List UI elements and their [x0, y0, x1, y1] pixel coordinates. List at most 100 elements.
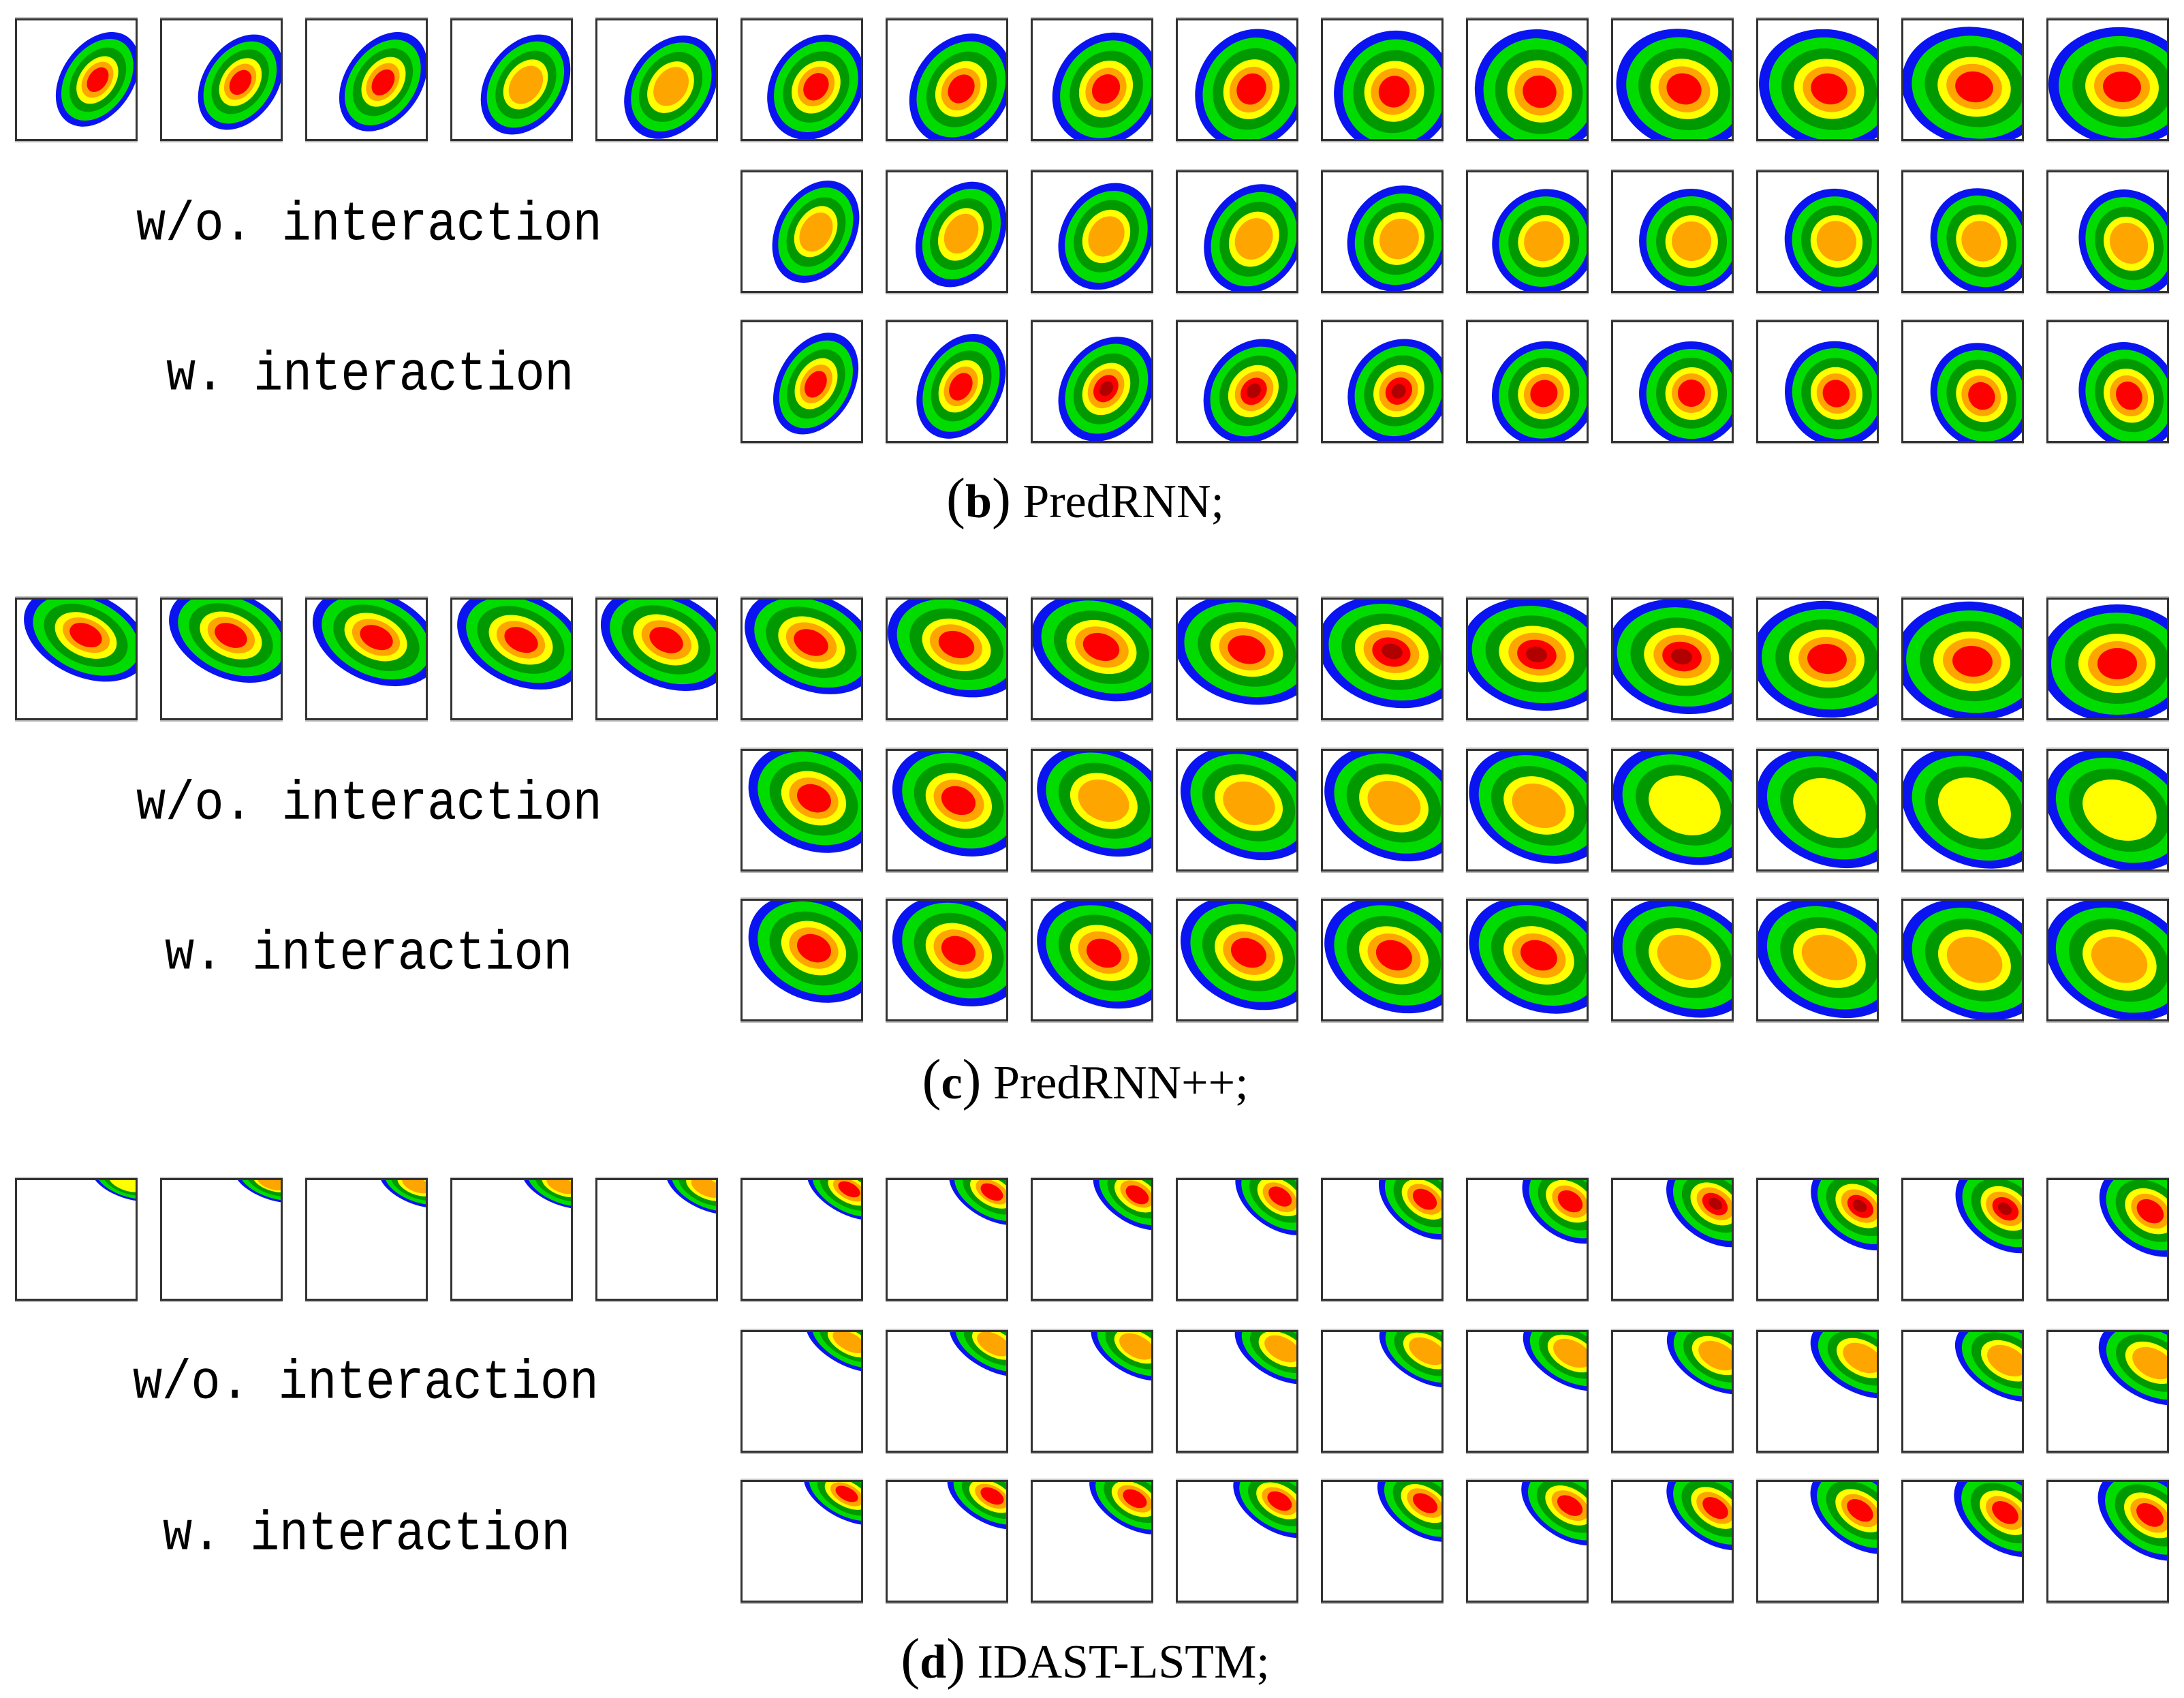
prediction-frame — [1031, 749, 1153, 871]
prediction-frame — [740, 1330, 863, 1453]
ground-truth-frame — [1611, 1178, 1734, 1301]
prediction-frame — [1756, 170, 1879, 293]
ground-truth-frame — [886, 18, 1008, 141]
prediction-frame — [1031, 170, 1153, 293]
prediction-frame — [1611, 1330, 1734, 1453]
prediction-frame — [740, 320, 863, 443]
prediction-frame — [1756, 749, 1879, 871]
caption-text: IDAST-LSTM; — [965, 1636, 1270, 1688]
ground-truth-frame — [595, 598, 718, 720]
prediction-frame — [1611, 899, 1734, 1021]
prediction-frame — [1466, 1330, 1589, 1453]
ground-truth-frame — [1031, 18, 1153, 141]
caption-b: (b) PredRNN; — [946, 470, 1224, 527]
prediction-frame — [886, 320, 1008, 443]
caption-open-paren: ( — [901, 1627, 920, 1691]
prediction-frame — [740, 749, 863, 871]
prediction-frame — [1901, 749, 2024, 871]
prediction-frame — [1321, 320, 1444, 443]
prediction-frame — [1466, 320, 1589, 443]
prediction-frame — [1031, 320, 1153, 443]
prediction-frame — [1466, 1480, 1589, 1603]
prediction-frame — [1176, 1480, 1298, 1603]
caption-letter: d — [920, 1636, 947, 1688]
caption-close-paren: ) — [962, 1048, 982, 1111]
row-label-with-interaction: w. interaction — [166, 343, 574, 407]
ground-truth-frame — [1901, 1178, 2024, 1301]
caption-c: (c) PredRNN++; — [922, 1051, 1248, 1109]
prediction-frame — [1756, 320, 1879, 443]
caption-open-paren: ( — [922, 1048, 941, 1111]
prediction-frame — [2046, 899, 2169, 1021]
ground-truth-frame — [886, 598, 1008, 720]
ground-truth-frame — [305, 1178, 428, 1301]
prediction-frame — [1611, 749, 1734, 871]
prediction-frame — [740, 170, 863, 293]
prediction-frame — [1321, 749, 1444, 871]
prediction-frame — [1321, 1480, 1444, 1603]
prediction-frame — [1901, 1480, 2024, 1603]
ground-truth-frame — [160, 598, 283, 720]
row-label-without-interaction: w/o. interaction — [136, 194, 602, 257]
ground-truth-frame — [450, 1178, 573, 1301]
ground-truth-frame — [1176, 598, 1298, 720]
prediction-frame — [1321, 170, 1444, 293]
ground-truth-frame — [1321, 18, 1444, 141]
prediction-frame — [1321, 1330, 1444, 1453]
ground-truth-frame — [2046, 18, 2169, 141]
ground-truth-frame — [1756, 598, 1879, 720]
prediction-frame — [1466, 899, 1589, 1021]
ground-truth-frame — [1176, 1178, 1298, 1301]
ground-truth-frame — [1756, 1178, 1879, 1301]
ground-truth-frame — [740, 598, 863, 720]
prediction-frame — [1611, 320, 1734, 443]
ground-truth-frame — [1176, 18, 1298, 141]
prediction-frame — [1756, 1480, 1879, 1603]
prediction-frame — [886, 899, 1008, 1021]
prediction-frame — [2046, 1330, 2169, 1453]
prediction-frame — [2046, 1480, 2169, 1603]
ground-truth-frame — [15, 18, 138, 141]
caption-d: (d) IDAST-LSTM; — [901, 1631, 1270, 1688]
ground-truth-frame — [1466, 1178, 1589, 1301]
ground-truth-frame — [1901, 18, 2024, 141]
prediction-frame — [2046, 170, 2169, 293]
prediction-frame — [2046, 320, 2169, 443]
ground-truth-frame — [305, 598, 428, 720]
caption-open-paren: ( — [946, 467, 965, 530]
prediction-frame — [1176, 320, 1298, 443]
prediction-frame — [886, 749, 1008, 871]
ground-truth-frame — [160, 1178, 283, 1301]
ground-truth-frame — [1466, 598, 1589, 720]
prediction-frame — [886, 170, 1008, 293]
prediction-frame — [1176, 1330, 1298, 1453]
prediction-frame — [1031, 1330, 1153, 1453]
ground-truth-frame — [740, 1178, 863, 1301]
ground-truth-frame — [886, 1178, 1008, 1301]
prediction-frame — [1466, 749, 1589, 871]
caption-letter: c — [941, 1057, 963, 1109]
prediction-frame — [1031, 899, 1153, 1021]
ground-truth-frame — [15, 598, 138, 720]
prediction-frame — [1611, 1480, 1734, 1603]
ground-truth-frame — [450, 18, 573, 141]
prediction-frame — [1756, 899, 1879, 1021]
ground-truth-frame — [595, 18, 718, 141]
ground-truth-frame — [450, 598, 573, 720]
prediction-frame — [1176, 749, 1298, 871]
ground-truth-frame — [1321, 598, 1444, 720]
ground-truth-frame — [305, 18, 428, 141]
prediction-frame — [740, 1480, 863, 1603]
ground-truth-frame — [2046, 598, 2169, 720]
caption-text: PredRNN++; — [981, 1057, 1249, 1109]
ground-truth-frame — [1901, 598, 2024, 720]
ground-truth-frame — [1756, 18, 1879, 141]
ground-truth-frame — [1611, 598, 1734, 720]
row-label-with-interaction: w. interaction — [165, 923, 572, 986]
caption-close-paren: ) — [991, 467, 1011, 530]
ground-truth-frame — [2046, 1178, 2169, 1301]
prediction-frame — [1901, 320, 2024, 443]
ground-truth-frame — [1031, 598, 1153, 720]
prediction-frame — [1031, 1480, 1153, 1603]
prediction-frame — [1901, 170, 2024, 293]
